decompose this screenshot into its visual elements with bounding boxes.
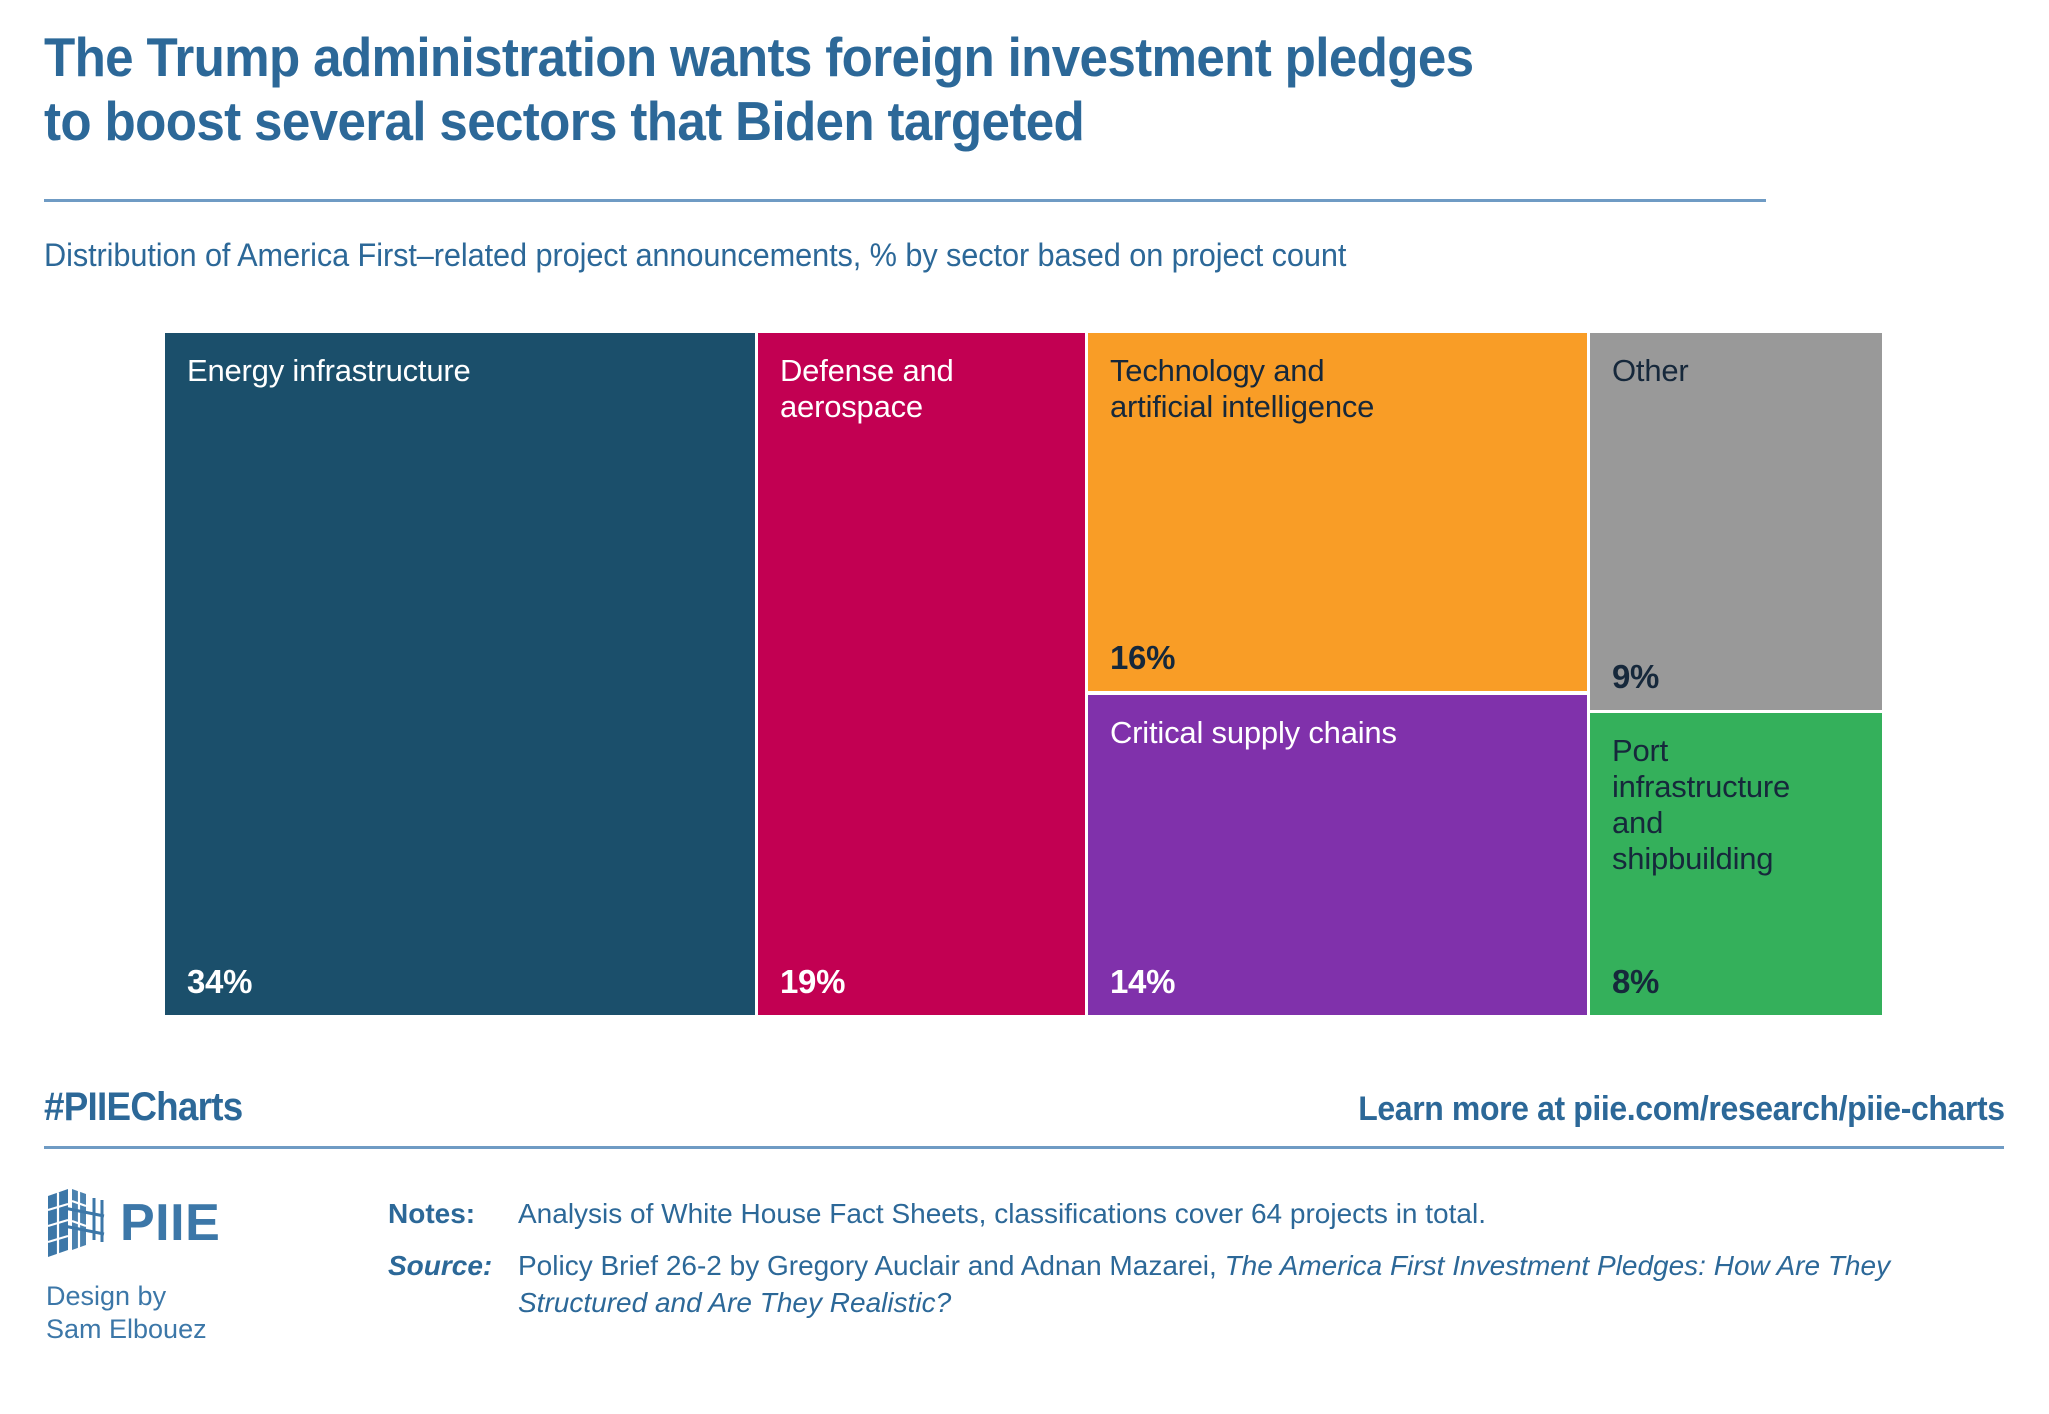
- treemap-tile-value: 8%: [1612, 963, 1660, 1000]
- source-text-plain: Policy Brief 26-2 by Gregory Auclair and…: [518, 1250, 1225, 1282]
- treemap-tile-label: Technology and artificial intelligence: [1110, 353, 1375, 424]
- treemap-tile[interactable]: Critical supply chains 14%: [1088, 695, 1587, 1015]
- notes-label: Notes:: [388, 1198, 476, 1229]
- footer-divider: [44, 1146, 2004, 1149]
- treemap-tile-label: Energy infrastructure: [187, 353, 471, 388]
- piie-logo-icon: [47, 1189, 105, 1257]
- notes-text: Analysis of White House Fact Sheets, cla…: [518, 1198, 1486, 1229]
- treemap-tile-value: 34%: [187, 963, 253, 1000]
- notes-source-block: Notes: Analysis of White House Fact Shee…: [388, 1196, 2018, 1337]
- source-label: Source:: [388, 1250, 493, 1282]
- treemap-tile-value: 9%: [1612, 658, 1660, 695]
- page-title: The Trump administration wants foreign i…: [44, 26, 1474, 152]
- treemap-chart: Energy infrastructure 34% Defense and aero…: [165, 333, 1882, 1015]
- hashtag-label: #PIIECharts: [44, 1085, 243, 1129]
- treemap-tile[interactable]: Energy infrastructure 34%: [165, 333, 755, 1015]
- design-credit: Design by Sam Elbouez: [46, 1281, 207, 1345]
- learn-more-link[interactable]: Learn more at piie.com/research/piie-cha…: [1358, 1090, 2006, 1128]
- treemap-tile-label: Other: [1612, 353, 1689, 388]
- treemap-tile[interactable]: Other 9%: [1590, 333, 1882, 710]
- treemap-tile[interactable]: Defense and aerospace 19%: [758, 333, 1085, 1015]
- logo-block: PIIE Design by Sam Elbouez: [46, 1188, 346, 1347]
- source-row: Source: Policy Brief 26-2 by Gregory Auc…: [388, 1248, 2018, 1321]
- treemap-tile-label: Port infrastructure and shipbuilding: [1612, 733, 1791, 876]
- notes-row: Notes: Analysis of White House Fact Shee…: [388, 1196, 2018, 1232]
- treemap-tile[interactable]: Port infrastructure and shipbuilding 8%: [1590, 713, 1882, 1015]
- page-subtitle: Distribution of America First–related pr…: [44, 237, 1347, 273]
- source-text: Policy Brief 26-2 by Gregory Auclair and…: [518, 1248, 2018, 1321]
- source-text-title: The America First Investment Pledges: Ho…: [518, 1250, 1891, 1318]
- treemap-tile-value: 19%: [780, 963, 846, 1000]
- piie-logo-text: PIIE: [120, 1194, 221, 1252]
- treemap-tile[interactable]: Technology and artificial intelligence 16…: [1088, 333, 1587, 691]
- title-divider: [44, 199, 1766, 202]
- logo-row: PIIE: [46, 1188, 346, 1258]
- treemap-tile-label: Defense and aerospace: [780, 353, 954, 424]
- treemap-tile-value: 16%: [1110, 639, 1176, 676]
- treemap-tile-value: 14%: [1110, 963, 1176, 1000]
- treemap-tile-label: Critical supply chains: [1110, 715, 1397, 750]
